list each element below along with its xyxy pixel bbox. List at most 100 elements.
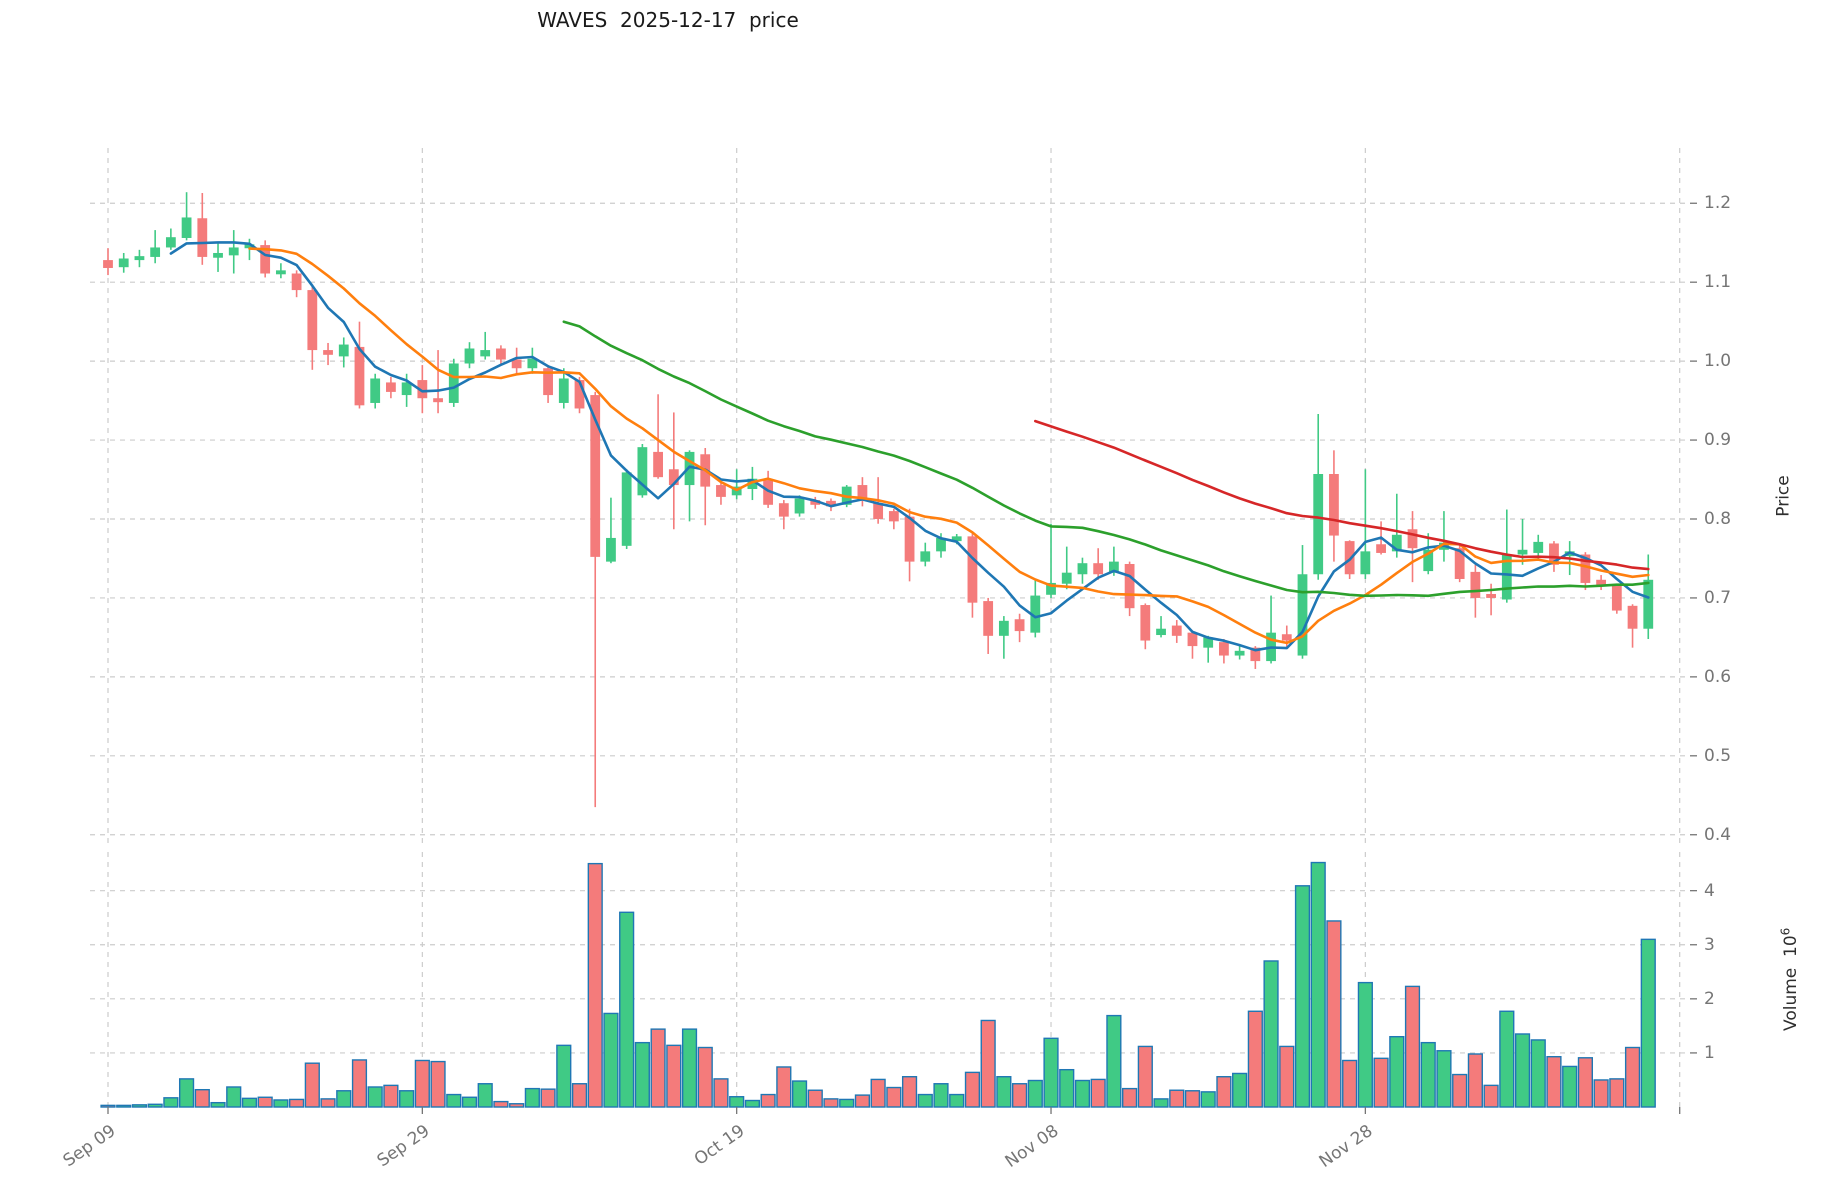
candle-body-down <box>574 380 585 409</box>
volume-bar <box>351 1059 368 1108</box>
price-tick-label: 0.8 <box>1704 508 1732 529</box>
candle-body-up <box>464 348 475 364</box>
candle-body-up <box>338 344 349 357</box>
candle-body-up <box>1156 628 1166 636</box>
volume-tick-label: 4 <box>1704 880 1715 901</box>
volume-bar <box>540 1088 556 1108</box>
volume-bar <box>163 1097 179 1108</box>
volume-bar <box>729 1096 745 1108</box>
candle-body-down <box>1611 585 1622 611</box>
candle-body-down <box>1093 563 1104 575</box>
candle-body-down <box>778 503 789 517</box>
candle-body-down <box>826 500 836 507</box>
candle-body-down <box>1124 563 1135 609</box>
price-tick-label: 0.5 <box>1704 745 1732 766</box>
candle-body-down <box>1281 634 1292 641</box>
volume-bar <box>1593 1079 1609 1108</box>
volume-bar <box>1499 1010 1515 1108</box>
candle-body-up <box>165 237 176 248</box>
volume-bar <box>320 1098 336 1108</box>
volume-bar <box>634 1041 650 1108</box>
candle-body-up <box>1423 549 1434 572</box>
volume-bar <box>901 1076 918 1108</box>
candle-body-up <box>794 498 805 514</box>
volume-bar <box>524 1087 540 1108</box>
volume-bar <box>1200 1091 1216 1108</box>
price-tick-label: 0.6 <box>1704 666 1732 687</box>
ma-polyline-sma5 <box>169 241 1650 652</box>
volume-bar <box>1294 885 1311 1108</box>
ma-polyline-sma60 <box>1034 419 1650 571</box>
volume-bar <box>1530 1039 1546 1108</box>
volume-bar <box>619 911 635 1108</box>
volume-bar <box>1184 1090 1201 1108</box>
volume-bar <box>493 1100 509 1108</box>
candle-body-up <box>181 217 192 238</box>
volume-bar <box>367 1086 383 1108</box>
volume-axis-label-base: Volume 10 <box>1780 935 1801 1031</box>
price-tick-label: 1.1 <box>1704 272 1732 293</box>
candle-body-up <box>370 378 381 403</box>
candle-body-down <box>1140 605 1151 641</box>
candle-body-up <box>228 247 239 256</box>
volume-bar <box>1342 1059 1358 1108</box>
volume-bar <box>178 1078 195 1108</box>
candle-body-down <box>967 536 978 603</box>
volume-bar <box>477 1083 493 1108</box>
candle-body-down <box>1219 642 1229 656</box>
candle-body-down <box>716 485 726 497</box>
volume-bar <box>1624 1046 1641 1108</box>
volume-bar <box>744 1099 760 1108</box>
volume-bar <box>886 1086 902 1108</box>
volume-bar <box>430 1060 446 1108</box>
candle-body-up <box>1391 534 1402 552</box>
candle-body-up <box>213 252 223 258</box>
volume-bar <box>241 1097 258 1108</box>
candle-body-up <box>998 620 1009 636</box>
volume-bar <box>100 1104 116 1108</box>
volume-bar <box>870 1078 886 1108</box>
volume-bar <box>1247 1010 1263 1108</box>
volume-bar <box>131 1104 148 1108</box>
candle-body-down <box>857 485 868 501</box>
candle-body-up <box>1501 554 1512 600</box>
candle-body-down <box>1329 474 1339 536</box>
volume-bar <box>1059 1068 1075 1108</box>
candle-body-down <box>653 451 663 478</box>
candle-body-up <box>1046 582 1056 595</box>
volume-bar <box>1514 1033 1531 1108</box>
volume-bar <box>1216 1076 1232 1108</box>
volume-bar <box>776 1066 792 1108</box>
candle-body-down <box>1580 554 1591 583</box>
volume-bar <box>1122 1087 1138 1108</box>
volume-bar <box>194 1088 210 1108</box>
volume-bar <box>917 1093 933 1108</box>
candle-body-down <box>1014 619 1025 632</box>
candle-body-down <box>1171 625 1182 636</box>
volume-bar <box>681 1028 698 1108</box>
candle-body-up <box>480 350 491 357</box>
chart-title: WAVES 2025-12-17 price <box>537 8 799 32</box>
volume-tick-label: 2 <box>1704 988 1715 1009</box>
candle-body-up <box>637 447 648 496</box>
volume-bar <box>1452 1073 1468 1108</box>
volume-bar <box>1106 1014 1122 1108</box>
volume-bar <box>571 1083 588 1108</box>
volume-bar <box>791 1080 808 1108</box>
volume-bar <box>823 1098 839 1108</box>
volume-bar <box>760 1093 776 1108</box>
candle-body-down <box>386 382 396 392</box>
candle-body-up <box>558 378 569 403</box>
volume-bar <box>289 1098 305 1108</box>
volume-bar <box>1279 1045 1295 1108</box>
gridlines <box>90 148 1690 1107</box>
candle-body-down <box>1627 605 1638 629</box>
volume-bars <box>100 861 1656 1108</box>
candle-body-down <box>417 380 428 399</box>
volume-bar <box>1389 1035 1405 1108</box>
volume-bar <box>949 1093 965 1108</box>
candle-body-up <box>920 551 931 562</box>
candle-body-down <box>543 368 553 396</box>
